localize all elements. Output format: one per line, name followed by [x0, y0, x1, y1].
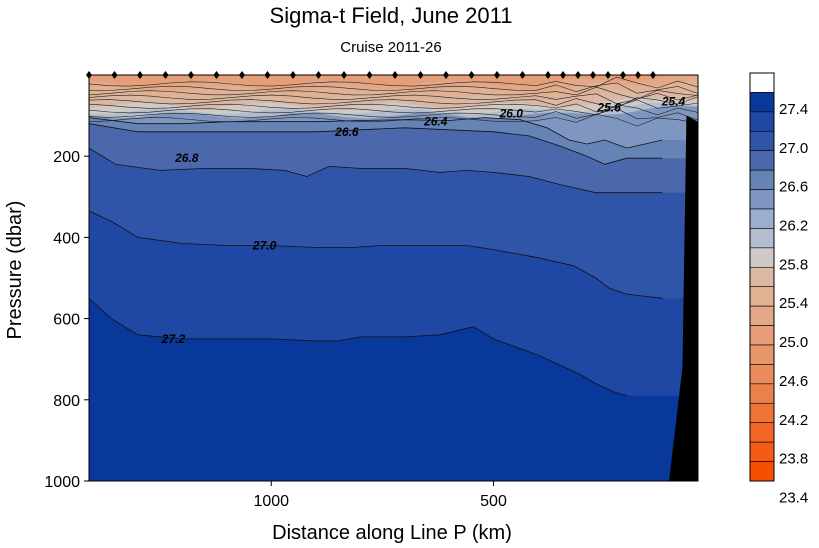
isopycnal-line-27.2: [89, 298, 628, 397]
y-tick-label: 400: [53, 230, 80, 247]
colorbar-swatch: [749, 72, 775, 93]
isopycnal-line-26.6: [89, 123, 663, 165]
isopycnal-line-26.8: [89, 147, 663, 194]
colorbar-swatch: [749, 325, 775, 346]
colorbar-swatch: [749, 383, 775, 404]
colorbar-swatch: [749, 92, 775, 113]
bathymetry-shelf: [669, 115, 698, 481]
colorbar-tick-label: 25.0: [779, 334, 808, 351]
colorbar-swatch: [749, 247, 775, 268]
colorbar-swatch: [749, 150, 775, 171]
contour-label: 26.0: [499, 107, 524, 121]
contour-label: 25.4: [661, 94, 686, 108]
colorbar-tick-label: 26.6: [779, 179, 808, 196]
contour-label: 26.8: [174, 151, 199, 165]
colorbar-tick-label: 27.0: [779, 140, 808, 157]
contour-label: 27.0: [252, 239, 277, 253]
colorbar-swatch: [749, 422, 775, 443]
x-tick-label: 500: [480, 493, 507, 510]
colorbar-swatch: [749, 208, 775, 229]
colorbar-tick-label: 26.2: [779, 218, 808, 235]
surface-isopycnal-6: [89, 104, 698, 116]
colorbar-swatch: [749, 266, 775, 288]
colorbar-tick-label: 23.4: [779, 490, 808, 507]
colorbar-swatch: [749, 286, 775, 307]
colorbar-swatch: [749, 344, 775, 365]
x-axis-ticks: 1000 500: [253, 481, 507, 510]
y-tick-label: 200: [53, 149, 80, 166]
isopycnal-line-27: [89, 210, 663, 299]
colorbar: 27.4 27.0 26.6 26.2 25.8 25.4 25.0 24.6 24.2 23.8…: [749, 72, 808, 507]
contour-field: 27.2 27.0 26.8 26.6 26.4 26.0 25.6 25.4: [89, 75, 698, 481]
colorbar-tick-label: 25.4: [779, 295, 808, 312]
colorbar-tick-label: 27.4: [779, 101, 808, 118]
colorbar-tick-label: 23.8: [779, 451, 808, 468]
y-tick-label: 1000: [44, 474, 80, 491]
surface-isopycnal-1: [89, 82, 698, 94]
colorbar-swatch: [749, 402, 775, 424]
isopycnal-line-26.4: [89, 117, 663, 149]
y-tick-label: 800: [53, 393, 80, 410]
colorbar-swatch: [749, 111, 775, 132]
surface-isopycnal-4: [89, 96, 698, 109]
colorbar-swatch: [749, 228, 775, 249]
colorbar-swatch: [749, 441, 775, 462]
chart-title: Sigma-t Field, June 2011: [270, 3, 513, 28]
surface-isopycnal-8: [89, 113, 698, 127]
colorbar-tick-label: 24.2: [779, 412, 808, 429]
colorbar-tick-label: 24.6: [779, 373, 808, 390]
plot-frame: [88, 74, 699, 482]
contour-label: 26.6: [334, 125, 359, 139]
x-axis-label: Distance along Line P (km): [272, 522, 512, 544]
colorbar-frame: [749, 72, 775, 482]
surface-isopycnal-3: [89, 92, 698, 105]
colorbar-swatch: [749, 305, 775, 326]
contour-label: 25.6: [596, 100, 621, 114]
colorbar-swatch: [749, 461, 775, 482]
colorbar-tick-label: 25.8: [779, 256, 808, 273]
surface-isopycnal-2: [89, 86, 698, 100]
x-tick-label: 1000: [253, 493, 289, 510]
colorbar-swatch: [749, 169, 775, 190]
y-tick-label: 600: [53, 312, 80, 329]
y-axis-ticks: 200 400 600 800 1000: [44, 149, 89, 491]
chart-subtitle: Cruise 2011-26: [340, 39, 441, 56]
deep-patch-west: [89, 450, 138, 481]
colorbar-swatch: [749, 130, 775, 152]
colorbar-swatch: [749, 364, 775, 385]
contour-label: 27.2: [161, 332, 186, 346]
surface-isopycnal-5: [89, 99, 698, 113]
colorbar-swatch: [749, 189, 775, 210]
deep-patch-east: [484, 461, 516, 481]
plot-area: 27.2 27.0 26.8 26.6 26.4 26.0 25.6 25.4: [86, 71, 699, 482]
y-axis-label: Pressure (dbar): [4, 201, 26, 340]
contour-label: 26.4: [423, 115, 448, 129]
